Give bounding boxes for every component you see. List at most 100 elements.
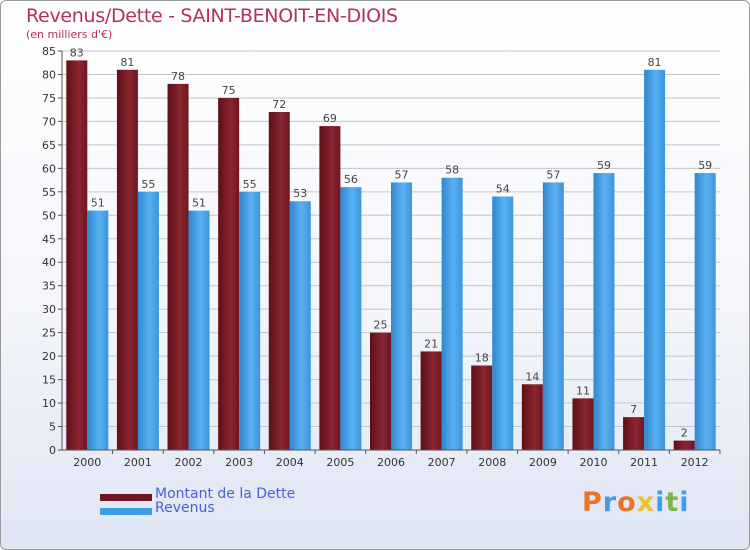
legend-swatch-revenus bbox=[100, 508, 152, 515]
value-label-revenus: 53 bbox=[293, 187, 307, 200]
bar-revenus bbox=[694, 173, 716, 450]
value-label-dette: 7 bbox=[630, 403, 637, 416]
x-axis: 2000 2001 2002 2003 2004 2005 2006 2007 2008 2009… bbox=[62, 449, 721, 469]
bar-dette bbox=[471, 365, 493, 450]
value-label-revenus: 57 bbox=[395, 168, 409, 181]
logo-letter: o bbox=[617, 487, 637, 518]
y-tick-label: 55 bbox=[42, 186, 56, 199]
x-tick-label: 2005 bbox=[326, 456, 354, 469]
bar-dette bbox=[420, 351, 442, 450]
value-label-revenus: 54 bbox=[496, 183, 510, 196]
legend-label-revenus: Revenus bbox=[155, 500, 215, 516]
value-label-dette: 75 bbox=[222, 84, 236, 97]
chart-title: Revenus/Dette - SAINT-BENOIT-EN-DIOIS bbox=[26, 5, 398, 27]
x-tick-label: 2008 bbox=[478, 456, 506, 469]
value-label-dette: 78 bbox=[171, 70, 185, 83]
value-label-dette: 69 bbox=[323, 112, 337, 125]
bar-dette bbox=[673, 440, 695, 450]
bar-dette bbox=[319, 126, 341, 450]
y-tick-label: 10 bbox=[42, 397, 56, 410]
x-tick-label: 2000 bbox=[73, 456, 101, 469]
value-label-revenus: 59 bbox=[597, 159, 611, 172]
value-label-revenus: 55 bbox=[141, 178, 155, 191]
y-tick-label: 25 bbox=[42, 327, 56, 340]
y-tick-label: 5 bbox=[49, 421, 56, 434]
y-tick-label: 30 bbox=[42, 303, 56, 316]
bar-dette bbox=[116, 69, 138, 450]
y-axis: 0 5 10 15 20 25 30 35 40 45 50 55 60 65 70 75 80 85 bbox=[42, 45, 63, 457]
chart-subtitle: (en milliers d'€) bbox=[26, 28, 113, 41]
value-label-revenus: 81 bbox=[648, 56, 662, 69]
y-tick-label: 50 bbox=[42, 209, 56, 222]
bar-dette bbox=[572, 398, 594, 450]
value-label-dette: 72 bbox=[272, 98, 286, 111]
bar-revenus bbox=[441, 177, 463, 450]
bar-dette bbox=[623, 417, 645, 450]
x-tick-label: 2011 bbox=[630, 456, 658, 469]
value-label-revenus: 58 bbox=[445, 164, 459, 177]
logo-letter: i bbox=[679, 487, 690, 518]
x-tick-label: 2004 bbox=[276, 456, 304, 469]
value-label-dette: 2 bbox=[681, 427, 688, 440]
bar-revenus bbox=[188, 210, 210, 450]
bar-revenus bbox=[137, 191, 159, 450]
y-tick-label: 45 bbox=[42, 233, 56, 246]
x-tick-label: 2001 bbox=[124, 456, 152, 469]
y-tick-label: 35 bbox=[42, 280, 56, 293]
bar-dette bbox=[521, 384, 543, 450]
bar-dette bbox=[268, 112, 290, 450]
y-tick-label: 20 bbox=[42, 350, 56, 363]
bar-revenus bbox=[289, 201, 311, 450]
value-label-dette: 25 bbox=[374, 319, 388, 332]
value-label-revenus: 51 bbox=[192, 197, 206, 210]
bar-revenus bbox=[644, 69, 666, 450]
bar-revenus bbox=[593, 173, 615, 450]
bar-revenus bbox=[391, 182, 412, 450]
y-tick-label: 85 bbox=[42, 45, 56, 58]
value-label-revenus: 56 bbox=[344, 173, 358, 186]
y-tick-label: 0 bbox=[49, 444, 56, 457]
y-tick-label: 15 bbox=[42, 374, 56, 387]
x-tick-label: 2009 bbox=[529, 456, 557, 469]
x-tick-label: 2003 bbox=[225, 456, 253, 469]
bar-chart: 0 5 10 15 20 25 30 35 40 45 50 55 60 65 70 75 80 85 83 51 8… bbox=[42, 45, 721, 469]
bar-revenus bbox=[492, 196, 514, 450]
value-label-revenus: 55 bbox=[243, 178, 257, 191]
bar-revenus bbox=[340, 187, 362, 451]
logo-letter: t bbox=[665, 487, 680, 518]
bar-revenus bbox=[542, 182, 564, 450]
bar-dette bbox=[66, 60, 88, 450]
y-tick-label: 60 bbox=[42, 162, 56, 175]
bar-dette bbox=[370, 332, 391, 450]
value-label-revenus: 57 bbox=[546, 168, 560, 181]
y-tick-label: 75 bbox=[42, 92, 56, 105]
y-tick-label: 40 bbox=[42, 256, 56, 269]
logo-letter: x bbox=[636, 487, 656, 518]
legend-label-dette: Montant de la Dette bbox=[155, 486, 296, 502]
bar-dette bbox=[167, 83, 189, 450]
y-tick-label: 65 bbox=[42, 139, 56, 152]
x-tick-label: 2006 bbox=[377, 456, 405, 469]
value-label-dette: 14 bbox=[525, 370, 539, 383]
x-tick-label: 2010 bbox=[579, 456, 607, 469]
y-tick-label: 80 bbox=[42, 68, 56, 81]
value-label-dette: 81 bbox=[120, 56, 134, 69]
logo-letter: i bbox=[655, 487, 666, 518]
proxiti-logo: Proxiti bbox=[582, 487, 690, 518]
bar-revenus bbox=[87, 210, 109, 450]
x-tick-label: 2007 bbox=[428, 456, 456, 469]
bars bbox=[66, 60, 716, 451]
logo-letter: r bbox=[602, 487, 618, 518]
value-label-dette: 18 bbox=[475, 352, 489, 365]
logo-letter: P bbox=[582, 487, 603, 518]
value-label-dette: 83 bbox=[70, 46, 84, 59]
legend-swatch-dette bbox=[100, 494, 152, 501]
value-label-dette: 11 bbox=[576, 384, 590, 397]
value-label-revenus: 51 bbox=[91, 197, 105, 210]
x-tick-label: 2012 bbox=[681, 456, 709, 469]
value-labels: 8351815578517555725369562557215818541457… bbox=[70, 46, 712, 439]
bar-dette bbox=[218, 97, 240, 451]
x-tick-label: 2002 bbox=[175, 456, 203, 469]
value-label-dette: 21 bbox=[424, 337, 438, 350]
y-tick-label: 70 bbox=[42, 115, 56, 128]
